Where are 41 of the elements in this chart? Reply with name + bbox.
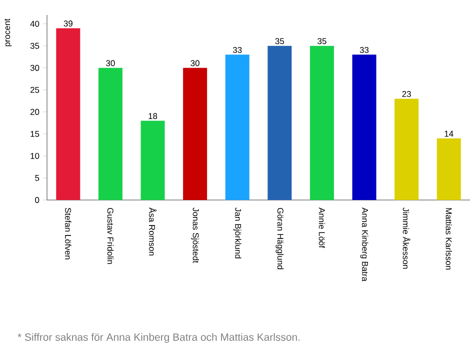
x-tick-label: Gustav Fridolin	[107, 208, 114, 264]
data-label: 33	[360, 46, 369, 53]
data-label: 35	[318, 38, 326, 44]
y-tick-label: 5	[35, 175, 40, 181]
x-tick-label: Anna Kinberg Batra	[360, 208, 368, 282]
y-tick-label: 25	[30, 86, 40, 93]
bar	[310, 46, 334, 200]
data-label: 30	[190, 60, 200, 66]
text: * Siffror saknas för Anna Kinberg Batra och Mattias Karlsson.	[18, 333, 300, 343]
bar	[98, 68, 122, 200]
x-tick-label: Göran Hägglund	[276, 208, 284, 270]
bar	[436, 138, 461, 200]
y-tick-label: 35	[30, 42, 40, 49]
x-tick-label: Åsa Romson	[149, 208, 156, 256]
bar	[140, 120, 165, 200]
y-tick-label: 15	[30, 130, 40, 137]
x-tick-label: Jimmie Åkesson	[402, 208, 410, 269]
y-tick-label: 20	[30, 108, 40, 115]
data-label: 30	[106, 60, 115, 66]
bar	[225, 54, 250, 200]
data-label: 18	[148, 113, 158, 120]
bar	[56, 28, 80, 200]
y-tick-label: 0	[35, 197, 40, 203]
x-tick-label: Annie Lööf	[318, 208, 326, 248]
y-axis-title: procent	[4, 18, 12, 46]
bar	[352, 54, 376, 200]
data-label: 14	[444, 130, 454, 137]
x-tick-label: Stefan Löfven	[65, 208, 72, 260]
bar	[183, 68, 208, 200]
data-label: 39	[64, 20, 72, 27]
x-tick-label: Mattias Karlsson	[446, 208, 452, 270]
x-tick-label: Jan Björklund	[233, 208, 242, 258]
data-label: 33	[232, 46, 242, 53]
data-label: 35	[275, 38, 284, 44]
y-tick-label: 30	[30, 64, 40, 71]
y-tick-label: 10	[30, 152, 40, 159]
y-tick-label: 40	[30, 20, 40, 27]
data-label: 23	[402, 91, 411, 97]
x-tick-label: Jonas Sjöstedt	[191, 208, 200, 263]
bar	[268, 46, 292, 200]
bar	[394, 98, 419, 200]
